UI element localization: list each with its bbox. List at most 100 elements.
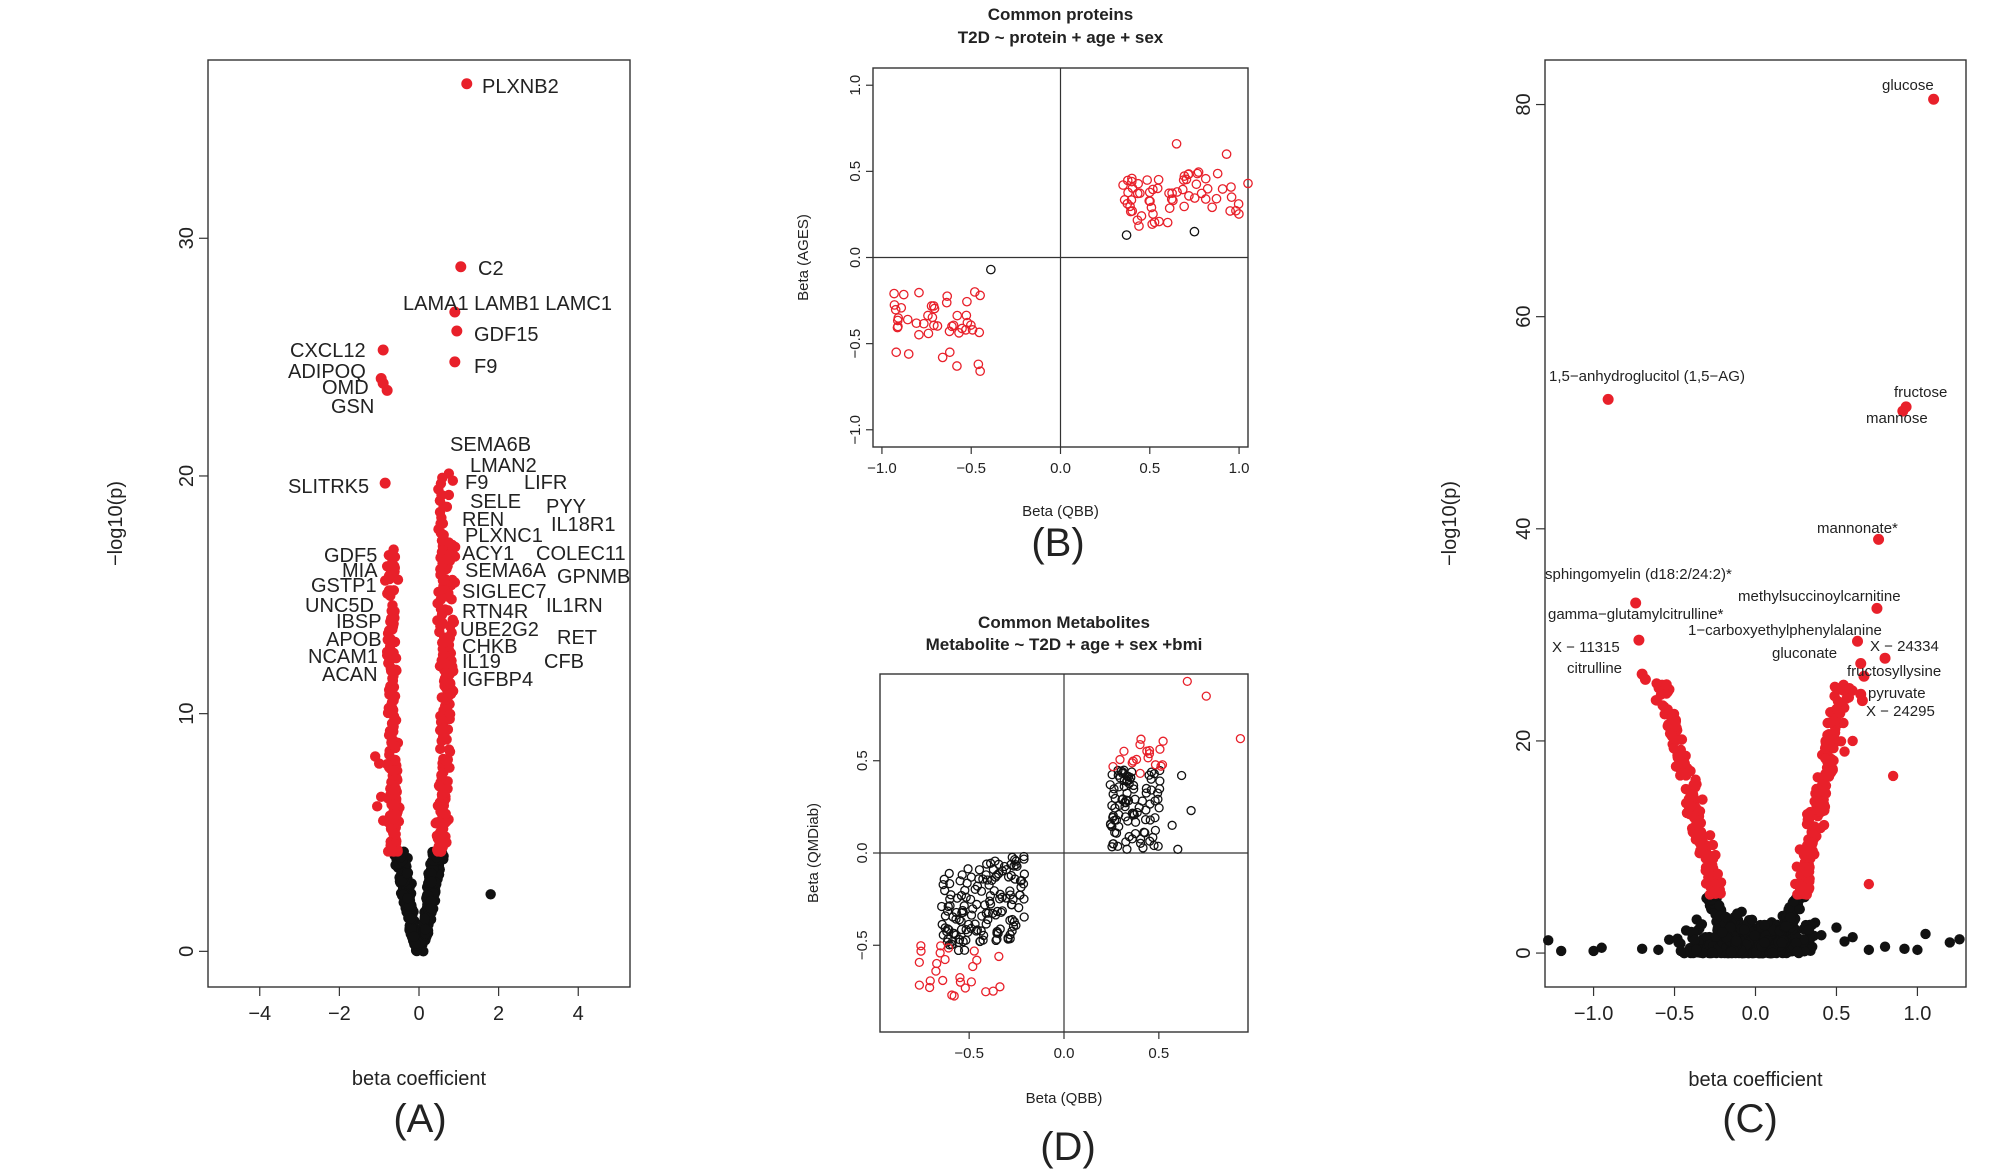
data-point xyxy=(1146,767,1157,777)
data-point xyxy=(1675,945,1687,957)
data-point xyxy=(961,935,971,945)
data-point xyxy=(443,489,455,501)
data-point xyxy=(1543,935,1554,946)
point-label: GSN xyxy=(331,396,374,418)
y-tick-label: 80 xyxy=(1513,93,1535,115)
x-tick-label: 0 xyxy=(413,1003,424,1025)
data-point xyxy=(931,966,941,976)
data-point xyxy=(1141,788,1151,798)
x-tick-label: 2 xyxy=(493,1003,504,1025)
data-point xyxy=(387,738,398,750)
data-point xyxy=(1670,761,1682,772)
data-point xyxy=(1131,754,1142,765)
data-point xyxy=(437,618,449,629)
data-point xyxy=(942,906,953,916)
data-point xyxy=(981,987,991,997)
data-point xyxy=(1661,679,1672,690)
y-tick-label: 0 xyxy=(176,946,198,957)
data-point xyxy=(914,329,924,340)
data-point xyxy=(1680,768,1691,780)
data-point xyxy=(923,328,934,339)
data-point xyxy=(995,982,1005,992)
data-point xyxy=(443,744,455,755)
point-label: F9 xyxy=(465,472,488,494)
data-point xyxy=(976,926,986,936)
data-point xyxy=(943,943,954,953)
data-point xyxy=(381,758,393,770)
data-point xyxy=(1697,838,1709,849)
y-tick-label: 0 xyxy=(1513,947,1535,958)
data-point xyxy=(385,613,397,624)
panel-c-volcano-plot: −1.0 −0.5 0.0 0.5 1.0 0 20 40 60 80 beta coefficie… xyxy=(1439,59,1967,1091)
data-point xyxy=(1785,912,1796,924)
data-point xyxy=(1651,678,1662,689)
data-point xyxy=(1125,206,1136,217)
y-tick-label: 0.0 xyxy=(854,843,871,864)
data-point xyxy=(406,922,417,934)
data-point xyxy=(1817,779,1828,790)
data-point xyxy=(1145,799,1155,809)
panel-letter-a: (A) xyxy=(393,1097,446,1141)
y-tick-label: 10 xyxy=(176,703,198,725)
data-point xyxy=(889,288,899,299)
data-point xyxy=(940,954,950,965)
data-point xyxy=(1120,797,1130,807)
y-axis-label: −log10(p) xyxy=(1439,481,1461,566)
data-point xyxy=(448,617,460,628)
data-point xyxy=(923,310,933,321)
data-point xyxy=(1154,784,1165,794)
data-point-labeled xyxy=(1602,393,1614,405)
data-point xyxy=(996,907,1006,918)
data-point-labeled xyxy=(1928,93,1940,105)
data-point xyxy=(1136,734,1146,744)
x-tick-label: 4 xyxy=(573,1003,584,1025)
data-point xyxy=(978,930,989,941)
data-point xyxy=(992,926,1002,937)
data-point xyxy=(1685,801,1696,812)
data-point xyxy=(402,892,413,904)
data-point xyxy=(1135,739,1145,750)
data-point xyxy=(1221,149,1232,159)
data-point xyxy=(1153,174,1164,185)
data-point xyxy=(1184,191,1194,201)
data-point xyxy=(914,980,925,990)
data-point-labeled xyxy=(461,78,473,90)
data-point xyxy=(1726,946,1737,958)
data-point xyxy=(383,625,395,636)
point-label: NCAM1 xyxy=(308,646,378,668)
data-point xyxy=(1825,717,1836,728)
data-point xyxy=(970,919,980,929)
data-point xyxy=(944,878,955,889)
data-point xyxy=(1173,844,1183,854)
y-tick-label: −0.5 xyxy=(847,329,864,359)
data-point xyxy=(935,948,945,958)
data-point xyxy=(426,868,437,879)
data-point xyxy=(1128,780,1139,791)
data-point xyxy=(1690,944,1702,955)
data-point-labeled xyxy=(1856,695,1868,707)
data-point xyxy=(974,874,984,884)
point-label: UNC5D xyxy=(305,595,374,617)
data-point xyxy=(433,780,445,791)
data-point xyxy=(1767,947,1778,959)
data-point xyxy=(1171,138,1182,149)
data-point xyxy=(1179,201,1190,212)
data-point xyxy=(436,769,447,781)
data-point xyxy=(955,977,966,987)
point-label: X − 24334 xyxy=(1870,638,1939,655)
data-point xyxy=(405,913,416,924)
data-point xyxy=(388,711,400,722)
data-point-labeled xyxy=(1852,635,1864,647)
data-point xyxy=(1189,193,1200,203)
data-point xyxy=(1144,749,1155,759)
point-label: IBSP xyxy=(336,611,382,633)
data-point xyxy=(1670,716,1682,727)
point-label: CXCL12 xyxy=(290,340,366,362)
data-point xyxy=(449,577,461,588)
x-tick-label: −4 xyxy=(248,1003,271,1025)
data-point xyxy=(1920,928,1931,940)
y-tick-label: 0.5 xyxy=(847,161,864,182)
data-point xyxy=(1136,211,1147,221)
data-point xyxy=(1144,770,1154,780)
data-point xyxy=(972,955,982,965)
